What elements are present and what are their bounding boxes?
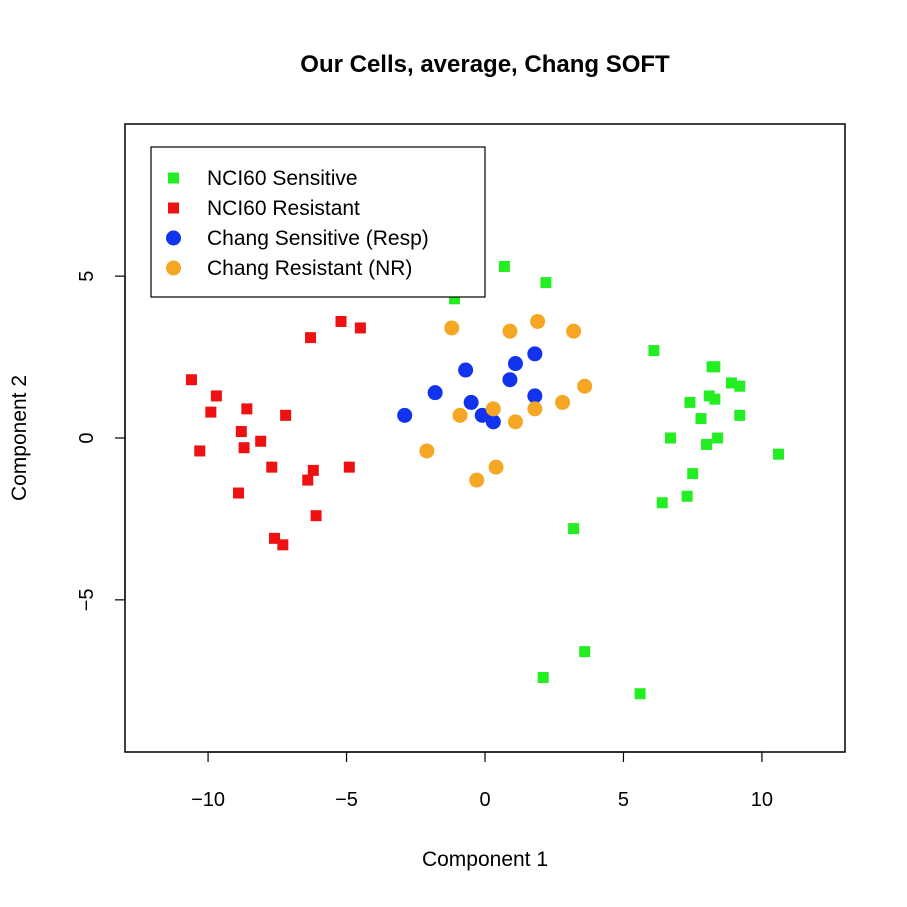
data-point-circle <box>419 443 435 459</box>
data-point-square <box>255 435 267 447</box>
data-point-square <box>579 646 591 658</box>
data-point-square <box>354 322 366 334</box>
data-point-circle <box>474 407 490 423</box>
data-point-square <box>498 260 510 272</box>
data-points <box>185 260 785 700</box>
x-tick-label: 0 <box>479 789 490 811</box>
series-3 <box>419 313 593 488</box>
data-point-circle <box>507 414 523 430</box>
data-point-circle <box>427 385 443 401</box>
data-point-circle <box>555 394 571 410</box>
legend-marker-square <box>168 172 179 184</box>
data-point-square <box>687 468 699 480</box>
data-point-square <box>568 523 580 535</box>
legend-label: Chang Resistant (NR) <box>207 257 412 280</box>
x-axis: −10 −5 0 5 10 <box>191 751 773 811</box>
data-point-square <box>709 393 721 405</box>
data-point-square <box>241 403 253 415</box>
data-point-circle <box>463 394 479 410</box>
data-point-square <box>703 390 715 402</box>
legend-marker-circle <box>166 230 181 246</box>
data-point-square <box>210 390 222 402</box>
data-point-square <box>656 497 668 509</box>
data-point-square <box>185 374 197 386</box>
data-point-circle <box>530 313 546 329</box>
y-tick-label: 0 <box>76 432 98 443</box>
legend-items: NCI60 Sensitive NCI60 Resistant Chang Sens… <box>166 167 429 280</box>
data-point-circle <box>502 372 518 388</box>
data-point-square <box>335 315 347 327</box>
y-axis: −5 0 5 <box>76 271 126 611</box>
data-point-circle <box>527 346 543 362</box>
x-tick-label: −10 <box>191 789 225 811</box>
data-point-circle <box>527 401 543 417</box>
data-point-circle <box>452 407 468 423</box>
data-point-square <box>233 487 245 499</box>
data-point-square <box>665 432 677 444</box>
data-point-circle <box>577 378 593 394</box>
data-point-circle <box>566 323 582 339</box>
x-tick-label: 10 <box>751 789 773 811</box>
legend-marker-square <box>168 202 179 214</box>
data-point-square <box>343 461 355 473</box>
data-point-square <box>277 539 289 551</box>
series-1 <box>185 315 366 551</box>
data-point-square <box>305 332 317 344</box>
legend: NCI60 Sensitive NCI60 Resistant Chang Sens… <box>150 146 486 298</box>
legend-label: Chang Sensitive (Resp) <box>207 227 429 250</box>
x-tick-label: 5 <box>618 789 629 811</box>
data-point-square <box>310 510 322 522</box>
data-point-square <box>684 396 696 408</box>
series-2 <box>397 346 543 430</box>
data-point-circle <box>485 414 501 430</box>
data-point-square <box>634 688 646 700</box>
data-point-circle <box>458 362 474 378</box>
data-point-square <box>725 377 737 389</box>
data-point-circle <box>488 459 504 475</box>
data-point-square <box>648 345 660 357</box>
data-point-square <box>695 413 707 425</box>
legend-box <box>150 146 486 298</box>
legend-label: NCI60 Sensitive <box>207 167 358 190</box>
data-point-circle <box>469 472 485 488</box>
chart-title: Our Cells, average, Chang SOFT <box>300 51 670 78</box>
data-point-square <box>269 532 281 544</box>
series-0 <box>449 260 785 700</box>
data-point-circle <box>397 407 413 423</box>
data-point-square <box>302 474 314 486</box>
x-tick-label: −5 <box>335 789 358 811</box>
data-point-square <box>540 277 552 289</box>
data-point-circle <box>485 401 501 417</box>
data-point-square <box>235 426 247 438</box>
data-point-circle <box>444 320 460 336</box>
legend-marker-circle <box>166 260 181 276</box>
data-point-square <box>701 438 713 450</box>
legend-label: NCI60 Resistant <box>207 197 360 220</box>
y-axis-label: Component 2 <box>8 375 31 501</box>
y-tick-label: 5 <box>76 271 98 282</box>
y-tick-label: −5 <box>76 588 98 611</box>
data-point-square <box>238 442 250 454</box>
data-point-circle <box>507 356 523 372</box>
data-point-square <box>266 461 278 473</box>
data-point-circle <box>527 388 543 404</box>
data-point-square <box>307 464 319 476</box>
data-point-square <box>712 432 724 444</box>
x-axis-label: Component 1 <box>422 848 548 871</box>
data-point-square <box>709 361 721 373</box>
data-point-square <box>681 490 693 502</box>
data-point-square <box>734 409 746 421</box>
data-point-square <box>194 445 206 457</box>
data-point-square <box>537 672 549 684</box>
data-point-square <box>773 448 785 460</box>
data-point-square <box>205 406 217 418</box>
data-point-circle <box>502 323 518 339</box>
data-point-square <box>449 293 461 305</box>
data-point-square <box>734 380 746 392</box>
data-point-square <box>280 409 292 421</box>
